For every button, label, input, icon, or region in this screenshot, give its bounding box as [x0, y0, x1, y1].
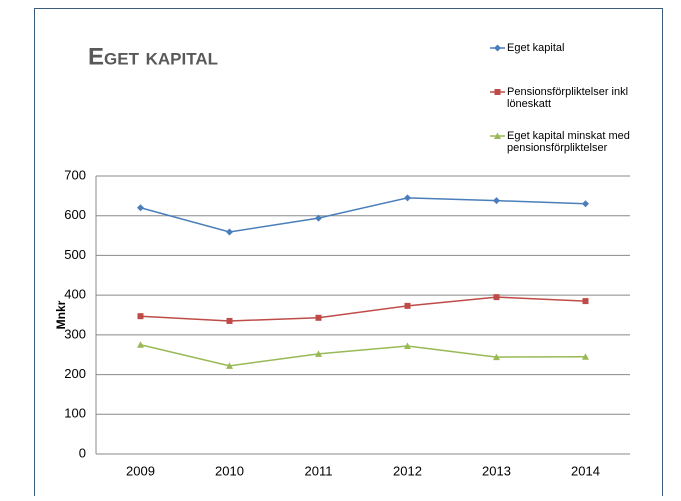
point [137, 341, 144, 348]
x-tick-label: 2014 [571, 463, 600, 478]
point [582, 298, 589, 305]
x-tick-label: 2011 [305, 463, 333, 478]
point [315, 214, 322, 222]
point [582, 353, 589, 360]
point [493, 197, 500, 205]
series-line [140, 197, 586, 233]
y-tick-label: 400 [64, 287, 86, 302]
series-line [140, 344, 586, 367]
point [137, 204, 144, 212]
x-tick-label: 2013 [482, 463, 511, 478]
point [404, 342, 411, 349]
point [494, 44, 501, 52]
point [137, 313, 144, 320]
legend-label: Eget kapital [507, 42, 565, 54]
point [493, 353, 500, 361]
y-tick-label: 0 [79, 445, 86, 460]
y-tick-label: 300 [64, 326, 86, 341]
series-line [140, 296, 586, 322]
point [226, 317, 233, 324]
point [494, 132, 501, 139]
legend-label: Eget kapital minskat med pensionsförplik… [507, 130, 630, 154]
y-tick-label: 700 [64, 167, 86, 182]
legend-label: Pensionsförpliktelser inkl löneskatt [507, 86, 629, 110]
x-tick-label: 2012 [393, 463, 422, 478]
y-axis-label: Mnkr [54, 300, 68, 329]
point [404, 302, 411, 309]
point [315, 314, 322, 321]
chart-frame [34, 8, 663, 501]
x-tick-label: 2009 [126, 463, 155, 478]
point [226, 362, 233, 369]
y-tick-label: 500 [64, 247, 86, 262]
x-tick-label: 2010 [215, 463, 244, 478]
point [226, 228, 233, 236]
point [315, 350, 322, 357]
chart-title: Eget kapital [88, 43, 218, 70]
y-tick-label: 600 [64, 207, 86, 222]
y-tick-label: 200 [64, 366, 86, 381]
point [582, 200, 589, 208]
y-tick-label: 100 [64, 406, 86, 421]
point [404, 194, 411, 202]
point [494, 89, 501, 95]
point [493, 294, 500, 301]
